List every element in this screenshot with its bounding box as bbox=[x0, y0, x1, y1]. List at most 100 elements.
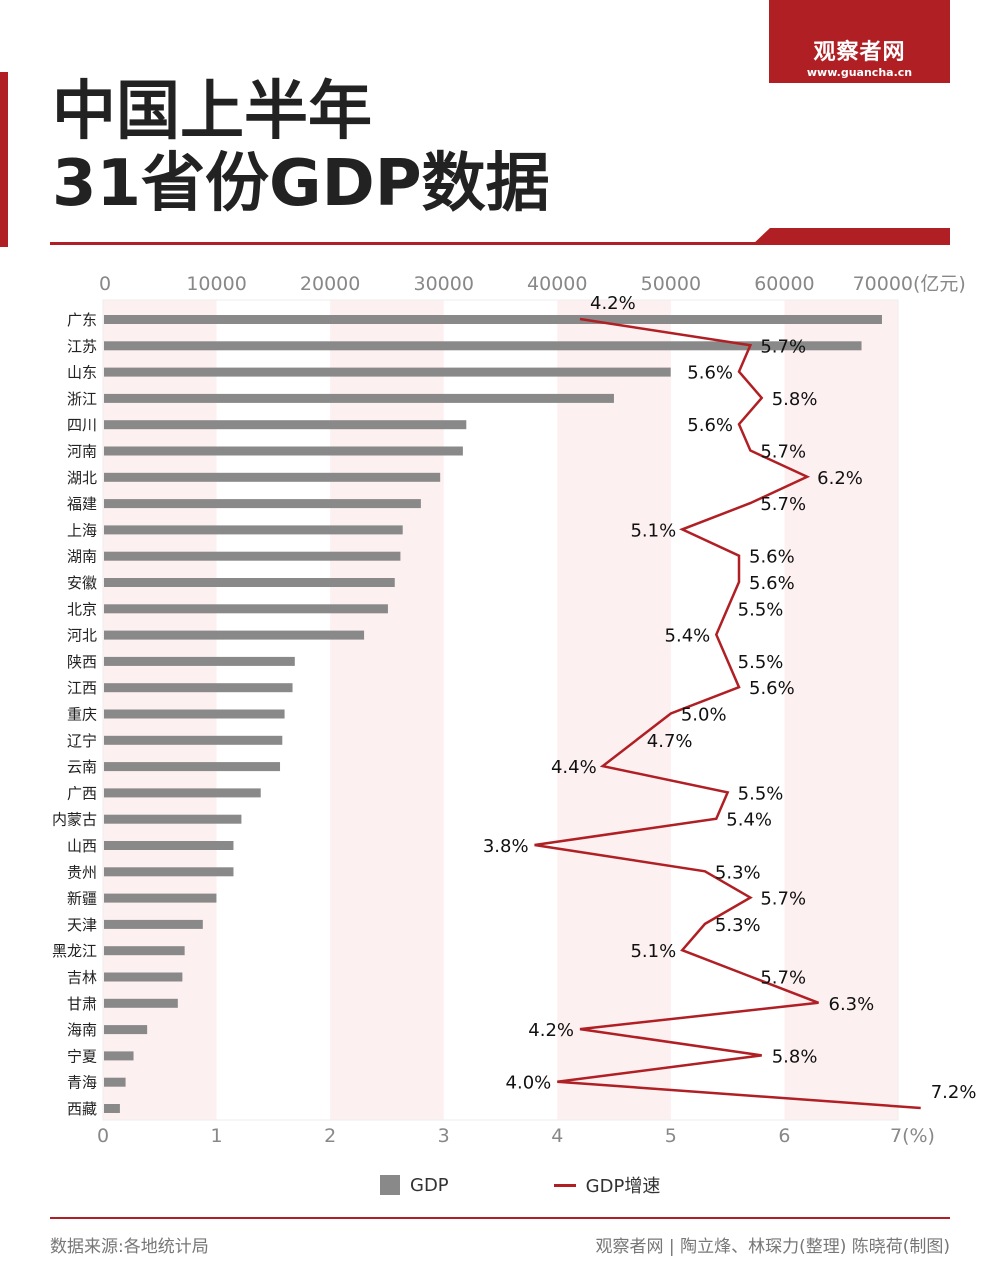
category-label: 湖北 bbox=[67, 469, 97, 487]
category-label: 安徽 bbox=[67, 574, 97, 592]
growth-data-label: 5.1% bbox=[630, 941, 676, 962]
legend-line-swatch bbox=[553, 1183, 576, 1187]
category-label: 海南 bbox=[67, 1021, 97, 1039]
top-axis-tick: 50000 bbox=[641, 273, 701, 295]
growth-data-label: 5.7% bbox=[760, 442, 806, 463]
bottom-axis-tick: 6 bbox=[778, 1125, 790, 1147]
footer-divider bbox=[50, 1217, 950, 1219]
bottom-axis-tick: 4 bbox=[551, 1125, 563, 1147]
growth-data-label: 4.7% bbox=[647, 731, 693, 752]
top-axis-tick: 30000 bbox=[413, 273, 473, 295]
gdp-bar bbox=[104, 525, 403, 535]
gdp-bar bbox=[104, 1104, 120, 1113]
gdp-bar bbox=[104, 367, 671, 377]
category-label: 内蒙古 bbox=[52, 811, 97, 829]
growth-data-label: 6.2% bbox=[817, 468, 863, 489]
category-label: 江苏 bbox=[67, 337, 97, 355]
category-label: 贵州 bbox=[67, 863, 97, 881]
category-label: 河南 bbox=[67, 443, 97, 461]
gdp-bar bbox=[104, 683, 293, 693]
category-label: 山东 bbox=[67, 364, 97, 382]
page-title: 中国上半年 31省份GDP数据 bbox=[52, 76, 550, 220]
gdp-bar bbox=[104, 735, 283, 745]
category-label: 天津 bbox=[67, 916, 97, 934]
gdp-bar bbox=[104, 656, 295, 666]
bottom-axis-tick: 0 bbox=[97, 1125, 109, 1147]
gdp-bar bbox=[104, 551, 401, 561]
growth-data-label: 7.2% bbox=[931, 1082, 977, 1103]
gdp-bar bbox=[104, 341, 862, 351]
growth-data-label: 4.4% bbox=[551, 757, 597, 778]
gdp-bar bbox=[104, 1077, 126, 1087]
category-label: 黑龙江 bbox=[52, 942, 97, 960]
category-label: 江西 bbox=[67, 679, 97, 697]
category-label: 辽宁 bbox=[67, 732, 97, 750]
category-label: 吉林 bbox=[67, 969, 97, 987]
top-axis-tick: 20000 bbox=[300, 273, 360, 295]
title-line2: 31省份GDP数据 bbox=[52, 147, 550, 221]
gdp-bar bbox=[104, 919, 203, 929]
category-label: 青海 bbox=[67, 1074, 97, 1092]
gdp-bar bbox=[104, 972, 183, 982]
legend-growth-label: GDP增速 bbox=[585, 1176, 661, 1197]
gdp-bar bbox=[104, 420, 467, 430]
gdp-bar bbox=[104, 1051, 134, 1061]
gdp-bar bbox=[104, 709, 285, 719]
gdp-bar bbox=[104, 578, 395, 587]
growth-data-label: 4.2% bbox=[528, 1020, 574, 1041]
gdp-bar bbox=[104, 604, 388, 614]
category-label: 云南 bbox=[67, 758, 97, 776]
legend-gdp-label: GDP bbox=[410, 1174, 449, 1196]
growth-data-label: 5.0% bbox=[681, 705, 727, 726]
top-axis-tick: 70000(亿元) bbox=[853, 273, 966, 295]
growth-data-label: 5.5% bbox=[738, 652, 784, 673]
gdp-bar bbox=[104, 946, 185, 956]
category-label: 上海 bbox=[67, 521, 97, 539]
category-label: 陕西 bbox=[67, 653, 97, 671]
bottom-axis-tick: 5 bbox=[665, 1125, 677, 1147]
gdp-bar bbox=[104, 893, 217, 903]
logo: 观察者网 www.guancha.cn bbox=[769, 0, 950, 83]
growth-data-label: 5.4% bbox=[665, 626, 711, 647]
growth-line bbox=[534, 317, 921, 1110]
category-label: 甘肃 bbox=[67, 995, 97, 1013]
category-label: 宁夏 bbox=[67, 1047, 97, 1065]
top-axis-tick: 40000 bbox=[527, 273, 587, 295]
background-band bbox=[330, 300, 444, 1120]
bottom-axis-tick: 3 bbox=[438, 1125, 450, 1147]
gdp-bar bbox=[104, 998, 178, 1008]
growth-data-label: 5.3% bbox=[715, 915, 761, 936]
gdp-bar bbox=[104, 788, 261, 798]
growth-data-label: 5.8% bbox=[772, 1046, 818, 1067]
gdp-bar bbox=[104, 1025, 148, 1035]
legend-bar-swatch bbox=[380, 1175, 400, 1195]
category-label: 广东 bbox=[67, 311, 97, 329]
category-label: 西藏 bbox=[67, 1100, 97, 1118]
growth-data-label: 5.7% bbox=[760, 968, 806, 989]
growth-data-label: 5.4% bbox=[726, 810, 772, 831]
gdp-bar bbox=[104, 867, 234, 877]
accent-bar bbox=[0, 72, 8, 247]
category-label: 山西 bbox=[67, 837, 97, 855]
growth-data-label: 3.8% bbox=[483, 836, 529, 857]
growth-data-label: 5.7% bbox=[760, 889, 806, 910]
category-label: 重庆 bbox=[67, 706, 97, 724]
logo-url: www.guancha.cn bbox=[806, 66, 913, 79]
growth-data-label: 5.7% bbox=[760, 494, 806, 515]
growth-data-label: 4.2% bbox=[590, 293, 636, 314]
growth-data-label: 5.6% bbox=[687, 363, 733, 384]
title-line1: 中国上半年 bbox=[52, 75, 372, 149]
top-axis-tick: 0 bbox=[99, 273, 111, 295]
background-band bbox=[784, 300, 898, 1120]
legend: GDP GDP增速 bbox=[380, 1172, 660, 1198]
top-axis-tick: 60000 bbox=[754, 273, 814, 295]
growth-data-label: 4.0% bbox=[506, 1073, 552, 1094]
category-label: 广西 bbox=[67, 784, 97, 802]
category-label: 新疆 bbox=[67, 890, 97, 908]
gdp-bar bbox=[104, 630, 365, 640]
growth-data-label: 5.5% bbox=[738, 599, 784, 620]
gdp-bar bbox=[104, 446, 463, 456]
growth-data-label: 5.6% bbox=[687, 415, 733, 436]
title-divider bbox=[50, 242, 950, 245]
